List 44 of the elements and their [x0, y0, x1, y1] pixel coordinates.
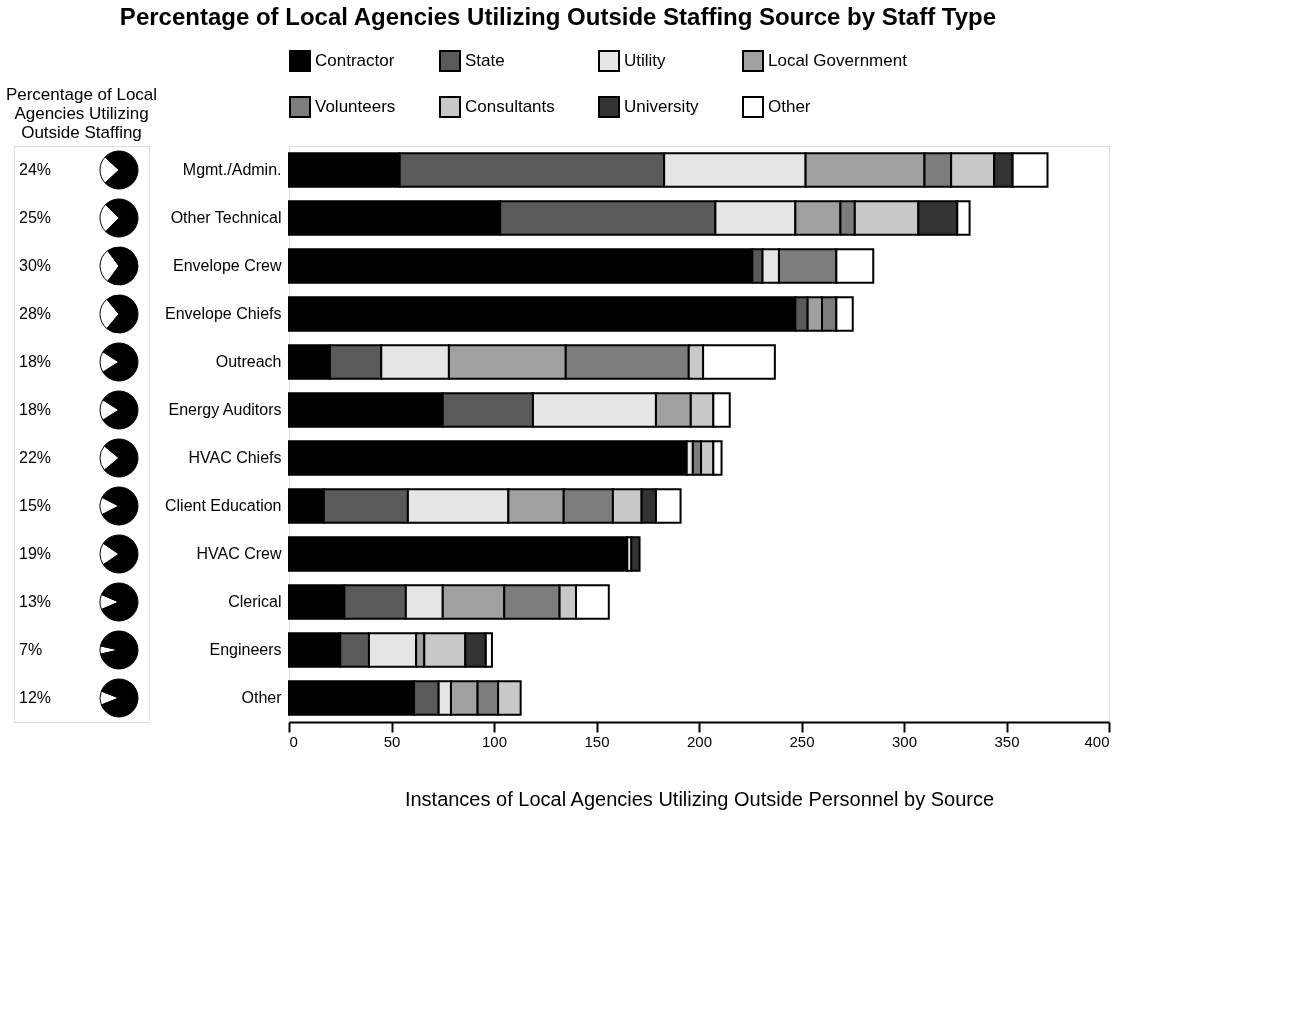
- x-tick-label: 300: [891, 732, 918, 750]
- y-tick-label: HVAC Crew: [196, 545, 282, 562]
- legend-label: University: [624, 97, 700, 116]
- data-label: 12%: [19, 689, 52, 706]
- data-label: 25%: [19, 209, 52, 226]
- x-axis-title: Instances of Local Agencies Utilizing Outside Personnel by Source: [404, 787, 995, 810]
- data-label: 13%: [19, 593, 52, 610]
- data-label: 18%: [19, 353, 52, 370]
- x-tick-label: 150: [584, 732, 610, 750]
- legend-label: Utility: [624, 51, 667, 70]
- y-tick-label: Engineers: [209, 641, 282, 658]
- data-label: 19%: [19, 545, 52, 562]
- text: Percentage of Local Agencies Utilizing Outside Staffing: [5, 85, 158, 142]
- legend-label: Local Government: [768, 51, 908, 70]
- legend-label: Contractor: [315, 51, 395, 70]
- x-tick-label: 400: [1084, 732, 1110, 750]
- data-label: 28%: [19, 305, 52, 322]
- data-label: 24%: [19, 161, 52, 178]
- chart-title: Percentage of Local Agencies Utilizing Outside Staffing Source by Staff Type: [119, 2, 997, 30]
- y-tick-label: Energy Auditors: [168, 401, 282, 418]
- y-tick-label: Envelope Chiefs: [164, 305, 282, 322]
- x-tick-label: 350: [994, 732, 1020, 750]
- data-label: 7%: [19, 641, 43, 658]
- x-tick-label: 100: [481, 732, 508, 750]
- y-tick-label: Other Technical: [170, 209, 282, 226]
- legend-label: Other: [768, 97, 811, 116]
- legend-label: Volunteers: [315, 97, 396, 116]
- data-label: 15%: [19, 497, 52, 514]
- y-tick-label: Clerical: [228, 593, 282, 610]
- y-tick-label: HVAC Chiefs: [188, 449, 282, 466]
- y-tick-label: Other: [241, 689, 283, 706]
- y-tick-label: Client Education: [164, 497, 282, 514]
- legend-label: State: [465, 51, 505, 70]
- x-tick-label: 250: [789, 732, 815, 750]
- data-label: 30%: [19, 257, 52, 274]
- legend-label: Consultants: [465, 97, 555, 116]
- y-tick-label: Outreach: [215, 353, 282, 370]
- x-tick-label: 50: [383, 732, 401, 750]
- data-label: 18%: [19, 401, 52, 418]
- data-label: 22%: [19, 449, 52, 466]
- x-tick-label: 0: [289, 732, 298, 750]
- y-tick-label: Mgmt./Admin.: [182, 161, 282, 178]
- y-tick-label: Envelope Crew: [173, 257, 282, 274]
- x-tick-label: 200: [686, 732, 713, 750]
